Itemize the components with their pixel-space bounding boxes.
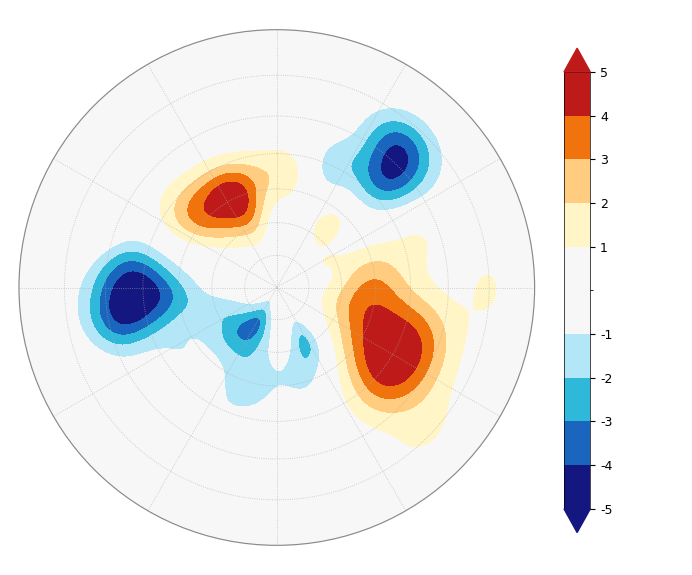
- Point: [271, 283, 282, 292]
- Point: [271, 283, 282, 292]
- Point: [271, 283, 282, 292]
- Circle shape: [19, 30, 535, 545]
- Point: [271, 283, 282, 292]
- Point: [271, 283, 282, 292]
- Point: [271, 283, 282, 292]
- Point: [271, 283, 282, 292]
- Point: [271, 283, 282, 292]
- Point: [271, 283, 282, 292]
- Point: [271, 283, 282, 292]
- Point: [271, 283, 282, 292]
- Point: [271, 283, 282, 292]
